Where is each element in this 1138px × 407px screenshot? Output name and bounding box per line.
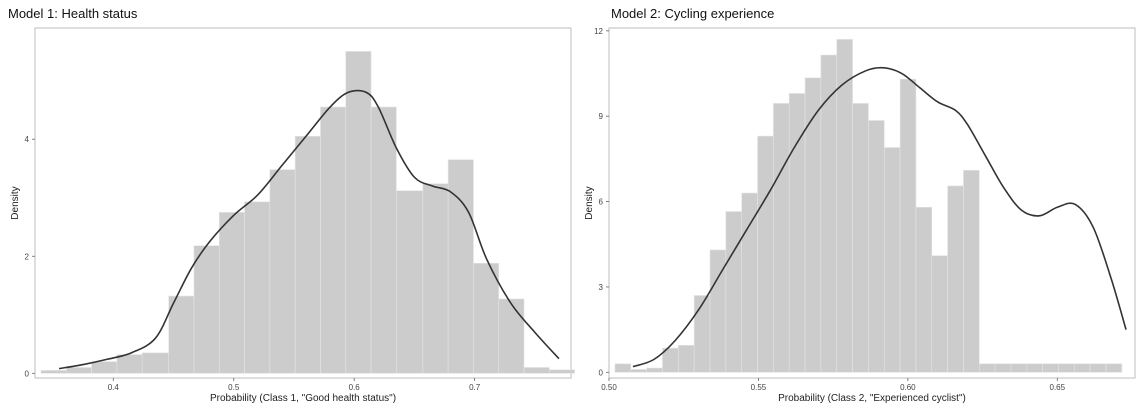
histogram-bar — [40, 370, 67, 374]
histogram-bar — [447, 159, 474, 374]
histogram-bar — [994, 363, 1012, 373]
histogram-bar — [91, 361, 118, 374]
histogram-bar — [741, 192, 758, 373]
histogram-bar — [141, 352, 169, 374]
histogram-bar — [804, 77, 822, 373]
x-tick-label: 0.6 — [349, 383, 361, 392]
histogram-bar — [1010, 363, 1028, 373]
y-tick-label: 0 — [599, 368, 604, 377]
histogram-bar — [947, 185, 964, 373]
histogram-bar — [614, 363, 632, 373]
histogram-bar — [915, 206, 933, 373]
histogram-bar — [868, 120, 885, 373]
histogram-bar — [498, 298, 525, 374]
x-axis-label: Probability (Class 1, "Good health statu… — [210, 393, 396, 404]
chart-svg: 0 3 6 9 12 0.50 0.55 0.60 0.65 Probability (Class… — [584, 27, 1136, 404]
x-tick-label: 0.7 — [469, 383, 481, 392]
histogram-bar — [549, 369, 575, 374]
histogram-bar — [66, 367, 92, 374]
x-tick-label: 0.50 — [601, 383, 617, 392]
chart-panel-health: Model 1: Health status 0 2 4 0.4 0.5 0.6 0.7 Pr… — [8, 6, 575, 404]
x-tick-label: 0.65 — [1050, 383, 1066, 392]
histogram-bar — [370, 106, 397, 374]
histogram-bar — [523, 367, 550, 374]
y-tick-label: 4 — [25, 135, 30, 144]
histogram-bar — [852, 103, 869, 373]
histogram-bar — [678, 344, 695, 373]
chart-svg: 0 2 4 0.4 0.5 0.6 0.7 Probability (Class 1, "Go… — [10, 27, 575, 404]
y-tick-label: 6 — [599, 198, 604, 207]
histogram-bar — [899, 78, 917, 373]
y-tick-label: 2 — [25, 252, 30, 261]
histogram-bar — [422, 183, 449, 374]
histogram-bar — [345, 51, 372, 374]
density-curve — [58, 89, 560, 370]
y-axis-label: Density — [584, 186, 595, 219]
histogram-bar — [320, 106, 347, 374]
x-tick-label: 0.60 — [900, 383, 916, 392]
x-axis-label: Probability (Class 2, "Experienced cycli… — [778, 393, 966, 404]
density-curve — [632, 66, 1127, 368]
y-tick-label: 12 — [594, 27, 603, 36]
histogram-bar — [218, 212, 245, 374]
x-tick-label: 0.4 — [108, 383, 120, 392]
chart-title: Model 2: Cycling experience — [611, 6, 775, 21]
histogram-bar — [1074, 363, 1091, 373]
y-axis-label: Density — [10, 186, 21, 219]
chart-panel-cycling: Model 2: Cycling experience 0 3 6 9 12 0.50 0.… — [575, 0, 1138, 407]
histogram-bar — [269, 169, 296, 374]
plot-frame — [34, 27, 572, 379]
histogram-bar — [757, 135, 774, 373]
y-tick-label: 3 — [599, 283, 604, 292]
histogram-bar — [725, 211, 742, 373]
histogram-bar — [1042, 363, 1059, 373]
histogram-bar — [1105, 363, 1123, 373]
histogram-bar — [820, 54, 838, 373]
x-tick-label: 0.5 — [228, 383, 240, 392]
histogram-bar — [193, 245, 220, 374]
histogram-bar — [646, 367, 663, 373]
chart-title: Model 1: Health status — [8, 6, 138, 21]
histogram-bar — [693, 295, 711, 373]
histogram-bar — [244, 201, 271, 374]
histogram-bar — [630, 369, 647, 373]
histogram-bar — [931, 255, 948, 373]
histogram-bar — [963, 169, 980, 373]
histogram-bar — [836, 39, 853, 373]
histogram-bar — [1089, 363, 1107, 373]
histogram-bar — [773, 103, 790, 373]
x-tick-label: 0.55 — [751, 383, 767, 392]
histogram-bar — [168, 295, 195, 374]
y-tick-label: 9 — [599, 112, 604, 121]
histogram-bar — [473, 262, 500, 374]
histogram-bar — [978, 363, 996, 373]
histogram-bar — [883, 147, 901, 373]
histogram-bar — [294, 135, 321, 374]
y-tick-label: 0 — [25, 369, 30, 378]
histogram-bar — [1058, 363, 1075, 373]
histogram-bar — [396, 190, 424, 374]
histogram-bar — [1026, 363, 1043, 373]
histogram-bar — [116, 354, 143, 374]
plot-frame — [608, 27, 1136, 379]
